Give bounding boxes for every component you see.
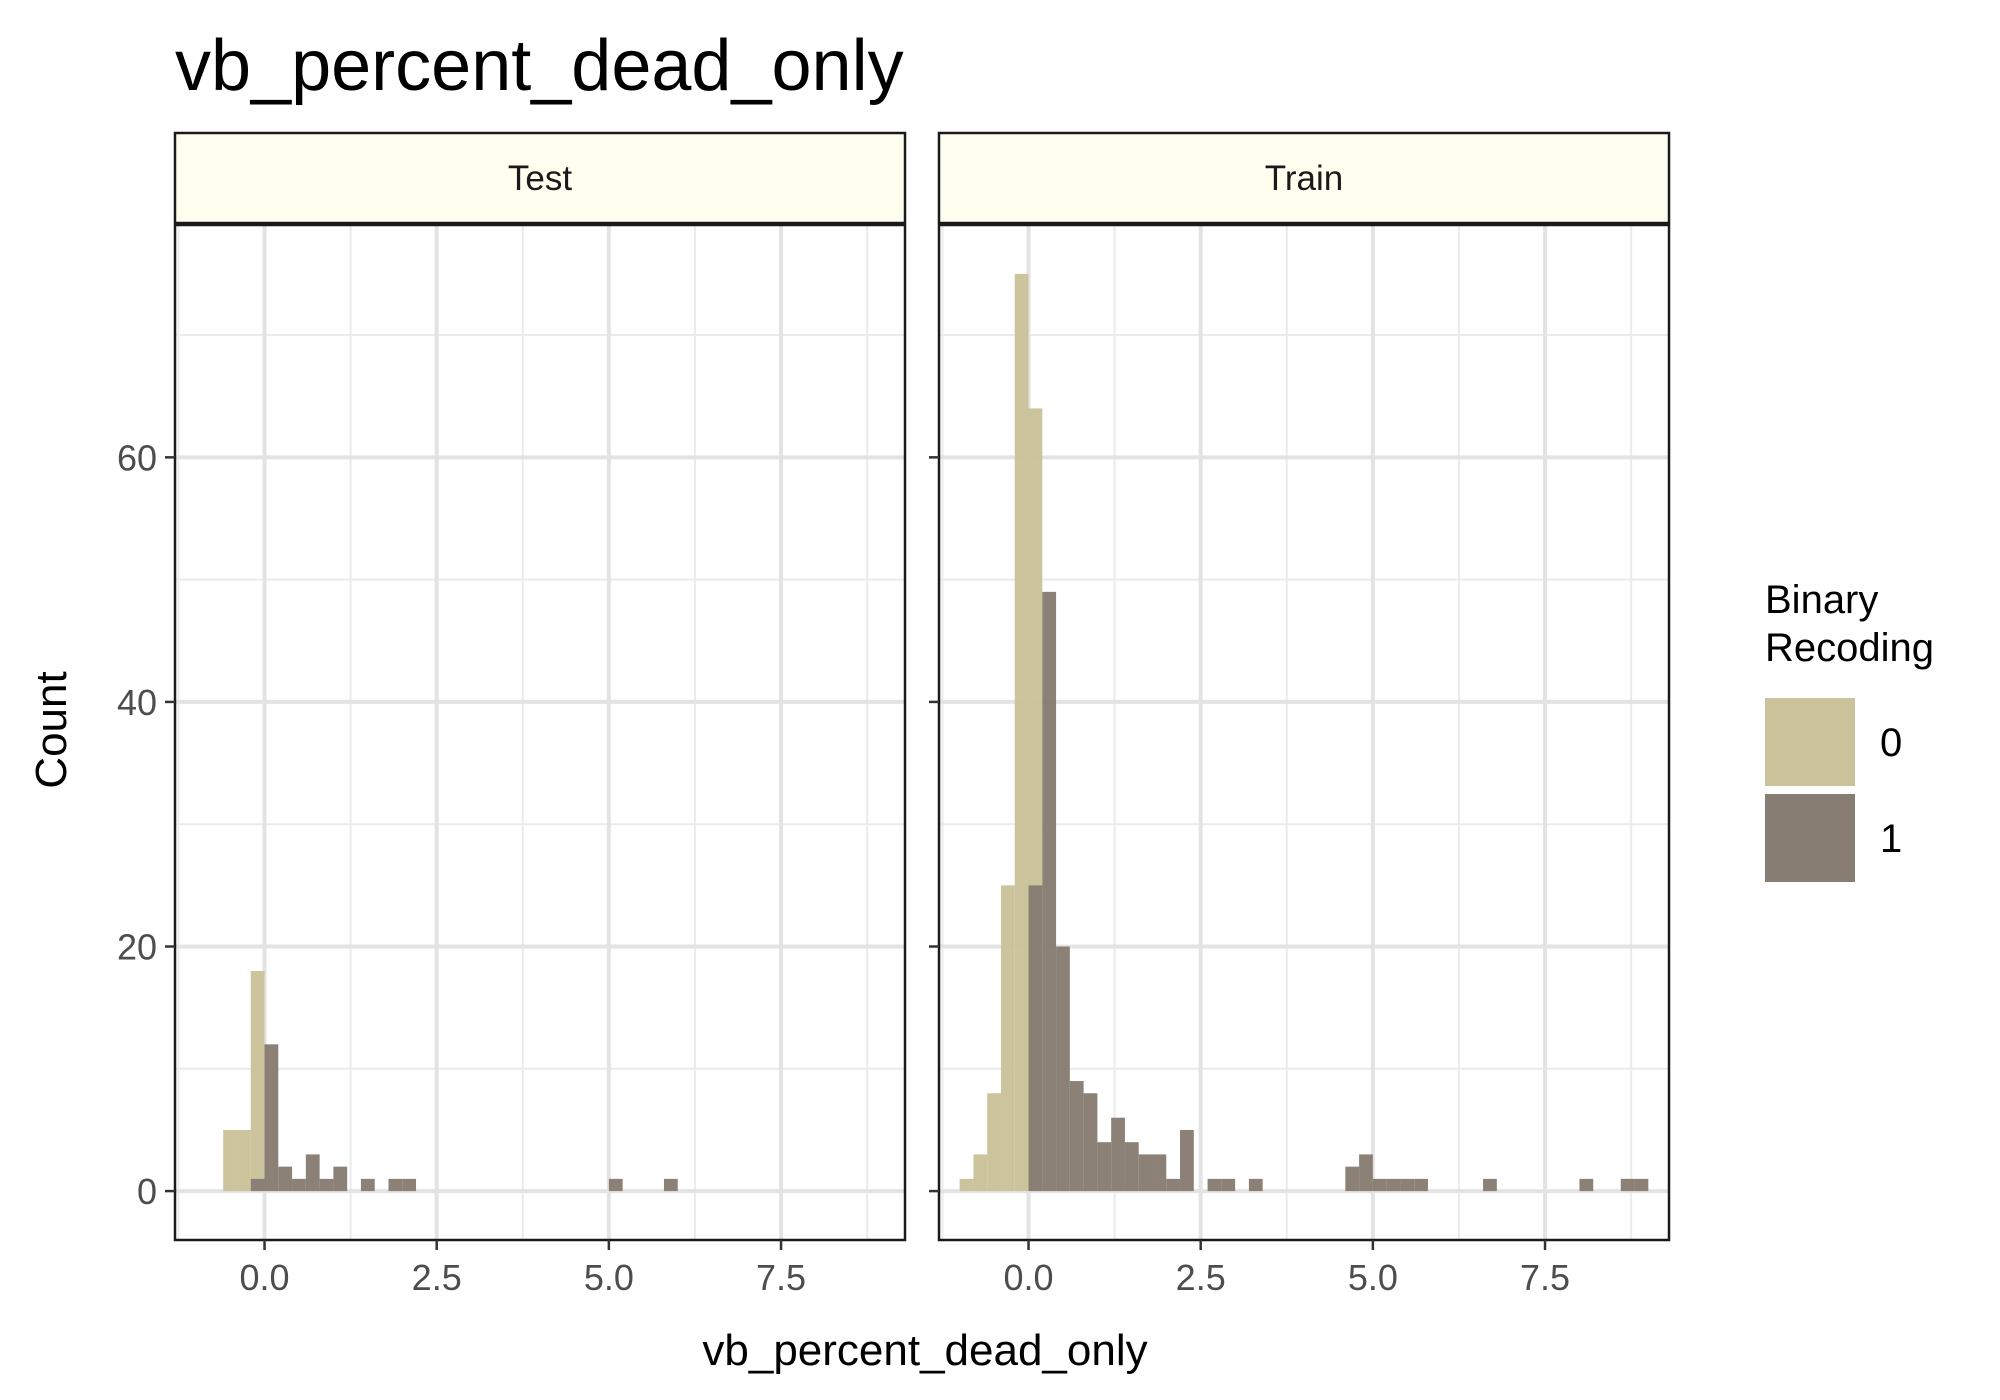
- x-axis-tick-label: 0.0: [1004, 1257, 1054, 1298]
- histogram-bar-group-0: [250, 970, 265, 1192]
- panel-border: [173, 223, 907, 1242]
- facet-strip-label: Train: [1265, 159, 1343, 198]
- panel-border: [937, 223, 1671, 1242]
- histogram-bar-group-1: [1180, 1129, 1194, 1192]
- histogram-bar-group-1: [402, 1178, 417, 1192]
- legend-title-line: Recoding: [1765, 626, 1934, 670]
- histogram-bar-group-1: [360, 1178, 375, 1192]
- y-axis-tick-label: 60: [117, 437, 157, 478]
- x-axis-tick-label: 5.0: [1348, 1257, 1398, 1298]
- legend-label: 0: [1880, 721, 1902, 765]
- x-axis-tick-label: 7.5: [756, 1257, 806, 1298]
- histogram-bar-group-1: [1042, 591, 1057, 1192]
- histogram-bar-group-1: [333, 1166, 348, 1192]
- histogram-bar-group-1: [1097, 1142, 1112, 1192]
- histogram-bar-group-1: [1248, 1178, 1263, 1192]
- histogram-bar-group-1: [305, 1154, 320, 1192]
- histogram-bar-group-1: [1124, 1142, 1139, 1192]
- panel-background: [175, 225, 905, 1240]
- histogram-bar-group-0: [1000, 885, 1015, 1192]
- x-axis-title: vb_percent_dead_only: [702, 1326, 1147, 1375]
- histogram-bar-group-1: [319, 1178, 334, 1192]
- histogram-bar-group-1: [1414, 1178, 1428, 1192]
- histogram-bar-group-1: [1221, 1178, 1236, 1192]
- histogram-bar-group-1: [1069, 1081, 1084, 1192]
- histogram-bar-group-0: [959, 1178, 974, 1192]
- histogram-bar-group-1: [388, 1178, 403, 1192]
- facet-panel-test: Test 0.0 2.5 5.0 7.5 0 20 40 60: [117, 131, 907, 1298]
- histogram-bar-group-1: [264, 1044, 279, 1192]
- histogram-bar-group-1: [1345, 1166, 1360, 1192]
- facet-strip-label: Test: [508, 159, 572, 198]
- legend-title-line: Binary: [1765, 578, 1878, 622]
- histogram-bar-group-1: [1152, 1154, 1167, 1192]
- y-axis-tick-label: 40: [117, 682, 157, 723]
- plot-layer: Test 0.0 2.5 5.0 7.5 0 20 40 60 Train 0.0 2.5 5.0 7.5: [117, 131, 1671, 1298]
- histogram-bar-group-1: [1138, 1154, 1153, 1192]
- histogram-bar-group-1: [1579, 1178, 1594, 1192]
- x-axis-tick-label: 7.5: [1520, 1257, 1570, 1298]
- x-axis-tick-label: 5.0: [584, 1257, 634, 1298]
- histogram-bar-group-1: [292, 1178, 306, 1192]
- histogram-bar-group-1: [608, 1178, 623, 1192]
- histogram-bar-group-1: [278, 1166, 293, 1192]
- legend-key-1: [1765, 794, 1855, 882]
- y-axis-tick-label: 0: [137, 1171, 157, 1212]
- facet-strip: [937, 131, 1671, 225]
- legend-key-0: [1765, 698, 1855, 786]
- histogram-bar-group-1: [1620, 1178, 1635, 1192]
- histogram-bar-group-0: [236, 1129, 251, 1192]
- y-axis-title: Count: [27, 671, 76, 788]
- histogram-bar-group-1: [1372, 1178, 1387, 1192]
- x-axis-tick-label: 2.5: [412, 1257, 462, 1298]
- histogram-bar-group-0: [987, 1093, 1001, 1192]
- histogram-bar-group-1: [1028, 885, 1043, 1192]
- histogram-bar-group-0: [973, 1154, 988, 1192]
- histogram-bar-group-0: [223, 1129, 237, 1192]
- histogram-bar-group-1: [1400, 1178, 1415, 1192]
- facet-panel-train: Train 0.0 2.5 5.0 7.5: [929, 131, 1671, 1298]
- chart-title: vb_percent_dead_only: [175, 26, 904, 106]
- histogram-bar-group-1: [663, 1178, 678, 1192]
- facet-strip: [173, 131, 907, 225]
- x-axis-tick-label: 2.5: [1176, 1257, 1226, 1298]
- histogram-bar-group-1: [1083, 1093, 1098, 1192]
- histogram-bar-group-0: [1014, 273, 1029, 1192]
- histogram-bar-group-1: [250, 1178, 265, 1192]
- y-axis-tick-label: 20: [117, 927, 157, 968]
- histogram-bar-group-1: [1359, 1154, 1373, 1192]
- histogram-bar-group-1: [1166, 1178, 1181, 1192]
- histogram-bar-group-1: [1111, 1117, 1125, 1192]
- histogram-bar-group-1: [1483, 1178, 1497, 1192]
- histogram-bar-group-1: [1056, 946, 1070, 1192]
- legend-label: 1: [1880, 817, 1902, 861]
- histogram-bar-group-1: [1207, 1178, 1222, 1192]
- histogram-bar-group-1: [1386, 1178, 1401, 1192]
- x-axis-tick-label: 0.0: [240, 1257, 290, 1298]
- histogram-bar-group-1: [1634, 1178, 1649, 1192]
